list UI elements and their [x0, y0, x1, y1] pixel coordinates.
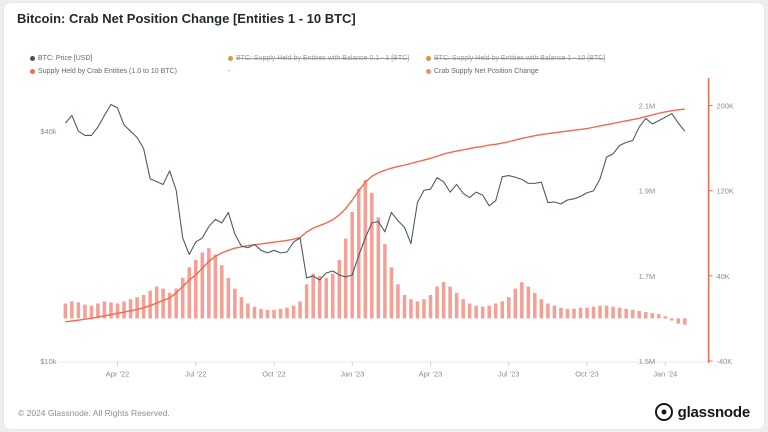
legend-label: BTC: Price [USD] — [38, 55, 93, 62]
legend-label: Crab Supply Net Position Change — [434, 68, 539, 75]
page-title: Bitcoin: Crab Net Position Change [Entit… — [17, 11, 356, 26]
supply-axis-labels: 2.1M 1.9M 1.7M 1.5M — [639, 102, 655, 366]
svg-text:$40k: $40k — [40, 127, 56, 136]
legend-dot-icon — [30, 56, 35, 61]
svg-text:Oct ’23: Oct ’23 — [575, 370, 598, 379]
glassnode-wordmark: glassnode — [677, 403, 751, 421]
svg-text:2.1M: 2.1M — [639, 102, 655, 111]
x-axis-labels: Apr ’22 Jul ’22 Oct ’22 Jan ’23 Apr ’23 Jul ’… — [106, 361, 677, 379]
glassnode-logo: glassnode — [654, 403, 751, 421]
svg-text:Jan ’23: Jan ’23 — [340, 370, 364, 379]
chart-canvas[interactable]: Apr ’22 Jul ’22 Oct ’22 Jan ’23 Apr ’23 Jul ’… — [4, 3, 764, 429]
supply-line — [65, 108, 685, 323]
svg-text:Oct ’22: Oct ’22 — [262, 370, 285, 379]
svg-text:-40K: -40K — [717, 357, 733, 366]
copyright-text: © 2024 Glassnode. All Rights Reserved. — [18, 408, 170, 418]
chart-card: Bitcoin: Crab Net Position Change [Entit… — [4, 3, 764, 429]
svg-text:Jan ’24: Jan ’24 — [653, 370, 677, 379]
legend-label: Supply Held by Crab Entities (1.0 to 10 … — [38, 68, 177, 75]
legend-label: BTC: Supply Held by Entities with Balanc… — [434, 55, 606, 62]
legend-dot-icon — [426, 56, 431, 61]
glassnode-icon — [654, 403, 673, 421]
legend-dot-icon — [426, 69, 431, 74]
svg-text:1.5M: 1.5M — [639, 357, 655, 366]
svg-text:120K: 120K — [717, 187, 734, 196]
svg-text:Jul ’22: Jul ’22 — [185, 370, 206, 379]
legend-item-3[interactable]: Supply Held by Crab Entities (1.0 to 10 … — [30, 68, 228, 75]
price-line — [64, 103, 686, 281]
legend-label: - — [228, 68, 231, 75]
legend: BTC: Price [USD] BTC: Supply Held by Enti… — [30, 55, 605, 75]
legend-item-2[interactable]: BTC: Supply Held by Entities with Balanc… — [426, 55, 605, 62]
legend-label: BTC: Supply Held by Entities with Balanc… — [236, 55, 410, 62]
legend-item-4[interactable]: - — [228, 68, 426, 75]
legend-dot-icon — [30, 69, 35, 74]
legend-item-1[interactable]: BTC: Supply Held by Entities with Balanc… — [228, 55, 426, 62]
svg-text:Jul ’23: Jul ’23 — [498, 370, 519, 379]
npc-bars — [63, 180, 687, 325]
svg-text:1.9M: 1.9M — [639, 187, 655, 196]
svg-text:1.7M: 1.7M — [639, 272, 655, 281]
legend-dot-icon — [228, 56, 233, 61]
price-axis-labels: $40k $10k — [40, 127, 56, 366]
svg-text:Apr ’23: Apr ’23 — [419, 370, 442, 379]
svg-text:40K: 40K — [717, 272, 730, 281]
legend-item-0[interactable]: BTC: Price [USD] — [30, 55, 228, 62]
npc-axis-labels: 200K 120K 40K -40K — [708, 102, 734, 366]
svg-text:Apr ’22: Apr ’22 — [106, 370, 129, 379]
legend-item-5[interactable]: Crab Supply Net Position Change — [426, 68, 605, 75]
svg-text:$10k: $10k — [40, 357, 56, 366]
svg-text:200K: 200K — [717, 102, 734, 111]
